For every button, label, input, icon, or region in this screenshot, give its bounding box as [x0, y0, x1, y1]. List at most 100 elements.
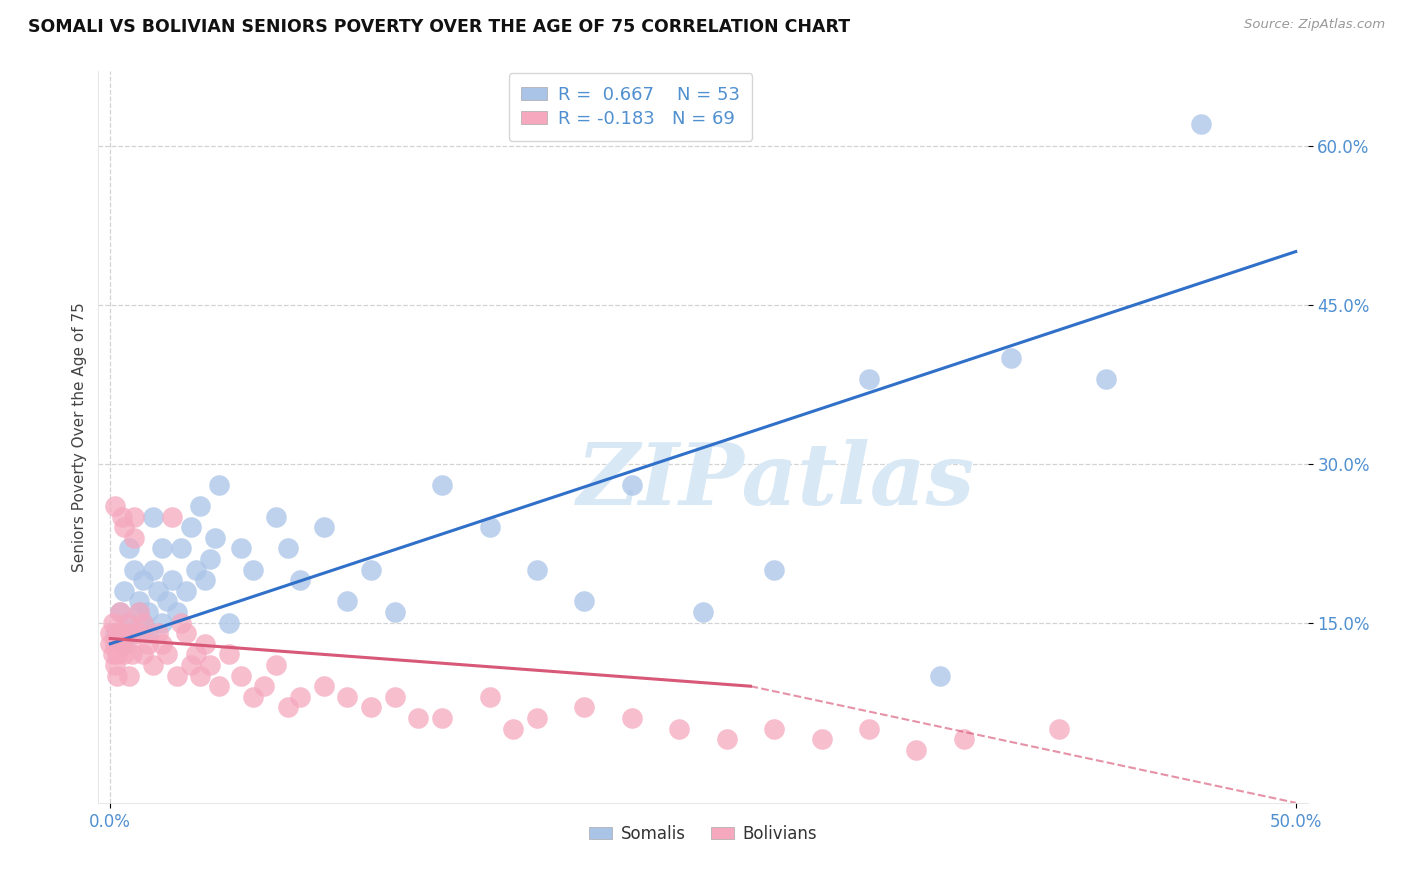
Point [929, 668, 952, 682]
Point [277, 541, 299, 556]
Point [98, 626, 121, 640]
Point [122, 509, 145, 524]
Point [98, 637, 121, 651]
Point [101, 648, 124, 662]
Point [114, 583, 136, 598]
Point [122, 563, 145, 577]
Point [128, 594, 150, 608]
Point [194, 637, 217, 651]
Point [502, 722, 524, 736]
Point [156, 648, 179, 662]
Point [121, 648, 143, 662]
Point [620, 477, 643, 491]
Point [152, 541, 174, 556]
Point [122, 531, 145, 545]
Point [692, 605, 714, 619]
Point [1000, 351, 1022, 365]
Point [111, 509, 134, 524]
Point [166, 668, 188, 682]
Point [128, 626, 150, 640]
Point [360, 700, 382, 714]
Point [277, 700, 299, 714]
Point [858, 722, 880, 736]
Point [264, 658, 287, 673]
Point [128, 605, 150, 619]
Point [478, 520, 501, 534]
Point [312, 520, 335, 534]
Point [136, 626, 159, 640]
Point [184, 563, 207, 577]
Point [105, 626, 128, 640]
Point [114, 637, 136, 651]
Point [360, 563, 382, 577]
Point [118, 541, 141, 556]
Point [763, 722, 786, 736]
Point [180, 520, 202, 534]
Point [118, 668, 141, 682]
Point [716, 732, 738, 747]
Point [218, 648, 240, 662]
Point [146, 626, 169, 640]
Point [264, 509, 287, 524]
Point [905, 743, 928, 757]
Point [111, 637, 134, 651]
Point [253, 679, 276, 693]
Point [114, 648, 136, 662]
Point [114, 520, 136, 534]
Point [432, 711, 454, 725]
Point [1095, 372, 1118, 386]
Point [142, 658, 165, 673]
Point [229, 668, 252, 682]
Point [108, 605, 131, 619]
Point [208, 679, 231, 693]
Point [384, 690, 406, 704]
Point [108, 605, 131, 619]
Point [118, 615, 141, 630]
Point [152, 615, 174, 630]
Point [104, 658, 127, 673]
Point [184, 648, 207, 662]
Point [170, 615, 193, 630]
Point [190, 499, 212, 513]
Point [858, 372, 880, 386]
Point [128, 605, 150, 619]
Point [208, 477, 231, 491]
Point [170, 541, 193, 556]
Point [1047, 722, 1070, 736]
Y-axis label: Seniors Poverty Over the Age of 75: Seniors Poverty Over the Age of 75 [72, 302, 87, 572]
Point [104, 499, 127, 513]
Point [101, 615, 124, 630]
Point [105, 648, 128, 662]
Point [526, 711, 548, 725]
Point [190, 668, 212, 682]
Point [132, 615, 155, 630]
Legend: Somalis, Bolivians: Somalis, Bolivians [582, 818, 824, 849]
Point [142, 509, 165, 524]
Point [156, 594, 179, 608]
Point [118, 626, 141, 640]
Point [574, 700, 596, 714]
Point [1189, 117, 1212, 131]
Point [104, 637, 127, 651]
Point [132, 615, 155, 630]
Point [115, 615, 138, 630]
Point [132, 648, 155, 662]
Point [952, 732, 974, 747]
Point [432, 477, 454, 491]
Point [668, 722, 690, 736]
Text: Source: ZipAtlas.com: Source: ZipAtlas.com [1244, 18, 1385, 31]
Point [218, 615, 240, 630]
Point [229, 541, 252, 556]
Point [105, 668, 128, 682]
Point [180, 658, 202, 673]
Point [136, 605, 159, 619]
Point [526, 563, 548, 577]
Point [198, 658, 221, 673]
Point [384, 605, 406, 619]
Point [122, 626, 145, 640]
Point [810, 732, 832, 747]
Point [160, 509, 183, 524]
Point [408, 711, 430, 725]
Point [166, 605, 188, 619]
Point [336, 594, 359, 608]
